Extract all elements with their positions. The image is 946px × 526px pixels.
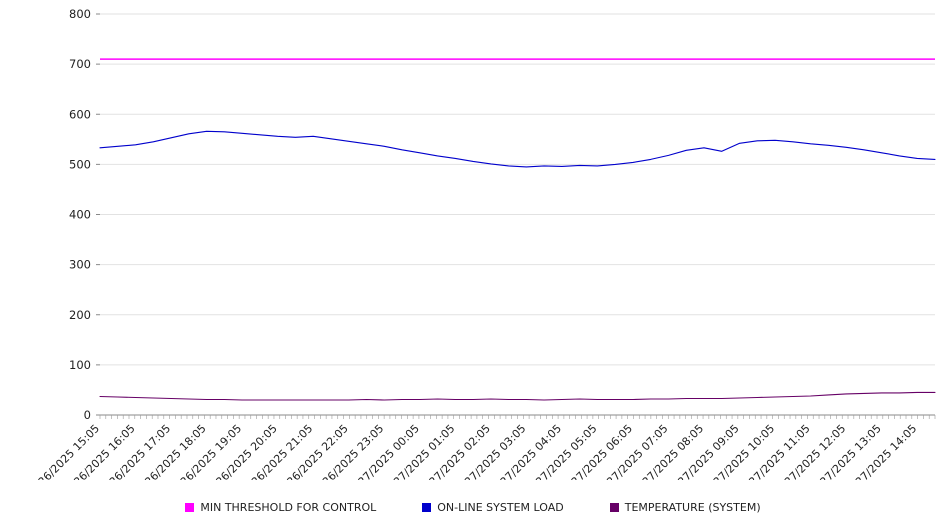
legend-swatch-temperature-system-icon xyxy=(609,503,619,512)
chart-legend: MIN THRESHOLD FOR CONTROL ON-LINE SYSTEM… xyxy=(0,501,946,514)
y-tick-label: 800 xyxy=(69,7,91,21)
y-tick-label: 100 xyxy=(69,358,91,372)
y-tick-label: 300 xyxy=(69,258,91,272)
series-line xyxy=(99,391,936,401)
legend-swatch-min-threshold-icon xyxy=(185,503,195,512)
y-tick-label: 700 xyxy=(69,57,91,71)
y-tick-label: 500 xyxy=(69,157,91,171)
y-tick-label: 600 xyxy=(69,107,91,121)
legend-item-temperature-system: TEMPERATURE (SYSTEM) xyxy=(609,501,761,514)
y-axis: 0 100 200 300 400 500 600 700 800 xyxy=(69,7,100,422)
legend-label-min-threshold: MIN THRESHOLD FOR CONTROL xyxy=(200,501,377,514)
y-tick-label: 0 xyxy=(84,408,91,422)
line-chart: 0 100 200 300 400 500 600 700 800 12/26/2025 15:0… xyxy=(23,7,936,480)
x-axis-ticks xyxy=(99,415,936,419)
gridlines xyxy=(100,13,935,416)
legend-item-online-system-load: ON-LINE SYSTEM LOAD xyxy=(422,501,564,514)
legend-label-online-system-load: ON-LINE SYSTEM LOAD xyxy=(437,501,564,514)
legend-label-temperature-system: TEMPERATURE (SYSTEM) xyxy=(624,501,761,514)
y-tick-label: 400 xyxy=(69,208,91,222)
y-tick-label: 200 xyxy=(69,308,91,322)
series-line xyxy=(99,130,936,168)
chart-area: 0 100 200 300 400 500 600 700 800 12/26/2025 15:0… xyxy=(23,7,936,480)
legend-swatch-online-system-load-icon xyxy=(422,503,432,512)
legend-item-min-threshold: MIN THRESHOLD FOR CONTROL xyxy=(185,501,376,514)
